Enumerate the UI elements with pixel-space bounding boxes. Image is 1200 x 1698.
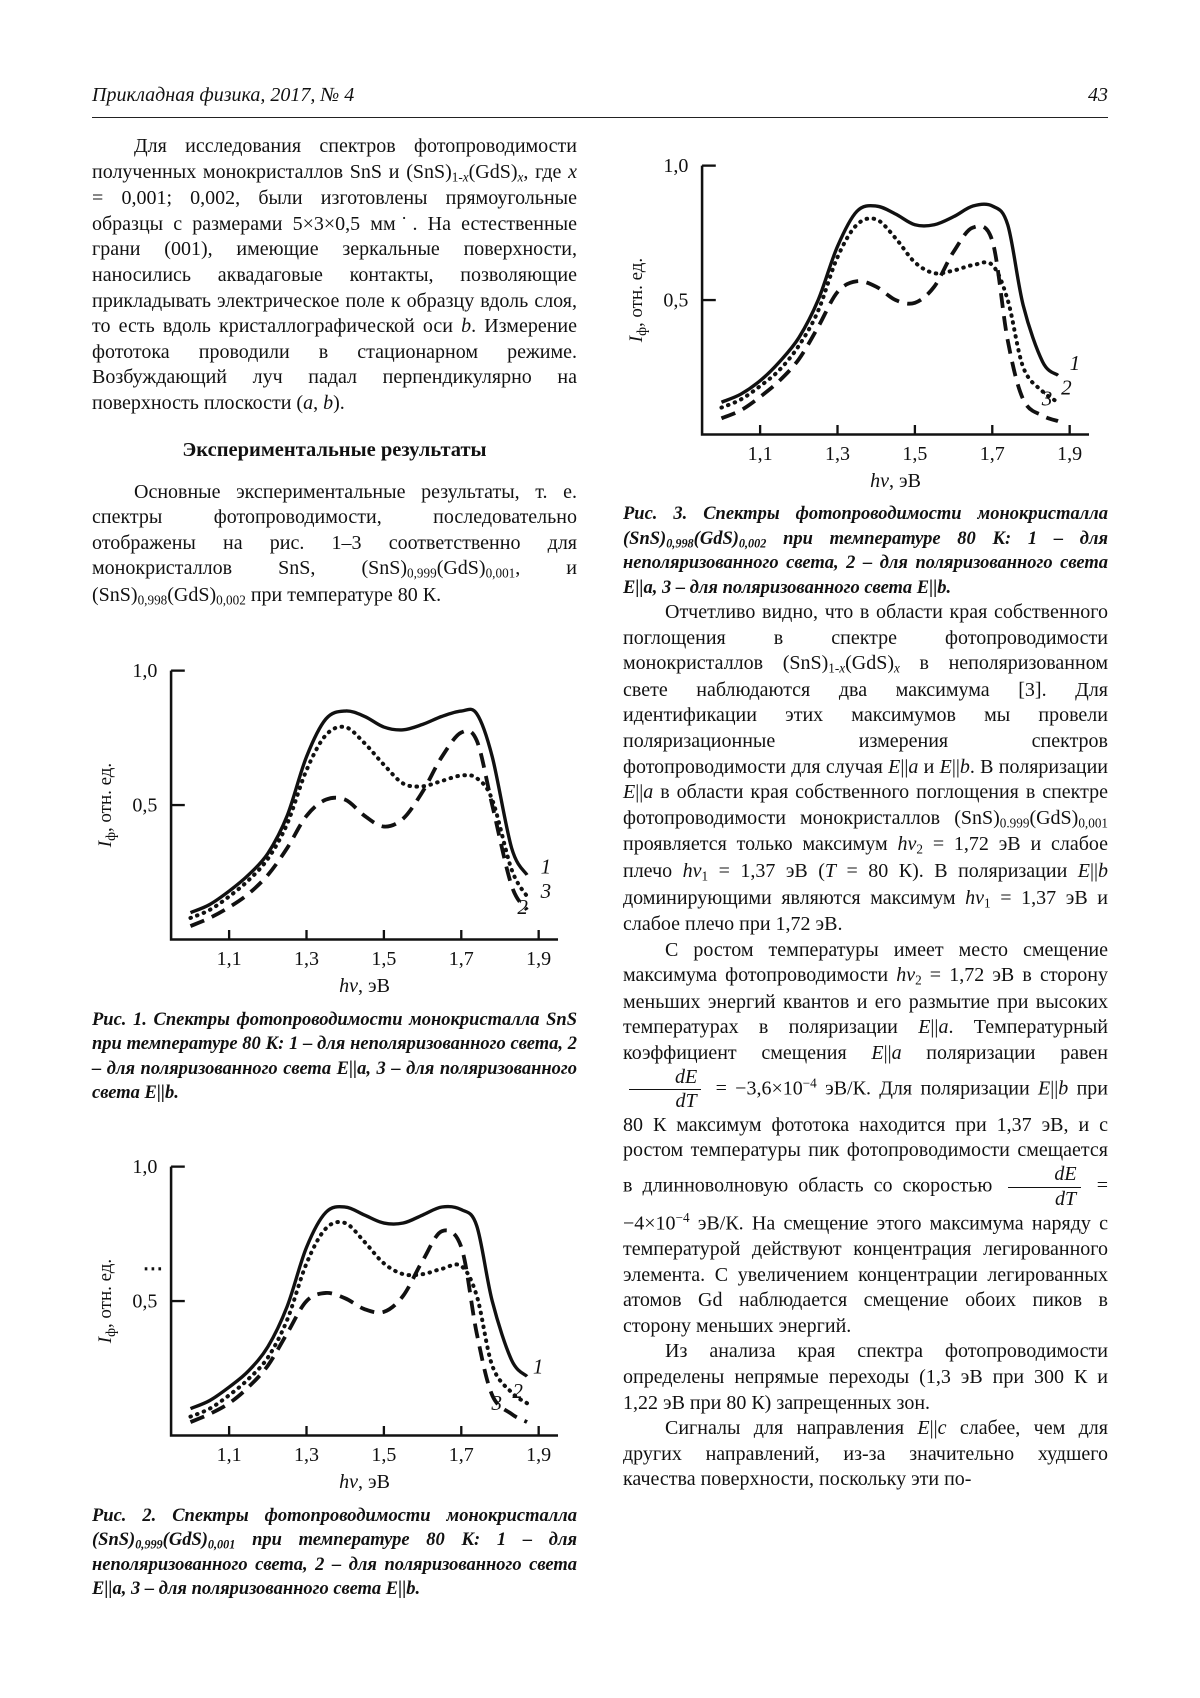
x-tick-label: 1,1 — [748, 443, 773, 465]
left-column: Для исследования спектров фотопроводимос… — [92, 134, 577, 1602]
x-axis-label: hν, эВ — [339, 1472, 390, 1492]
axes — [169, 671, 559, 942]
curve-label-2: 2 — [517, 895, 528, 919]
x-tick-label: 1,7 — [980, 443, 1005, 465]
curve-3 — [188, 1220, 530, 1420]
y-tick-label: 1,0 — [132, 1156, 157, 1178]
two-column-layout: Для исследования спектров фотопроводимос… — [92, 134, 1108, 1602]
section-heading: Экспериментальные результаты — [182, 438, 487, 461]
paragraph-temperature-shift: С ростом температуры имеет место смещени… — [623, 938, 1109, 1337]
y-tick-label: 0,5 — [663, 289, 688, 311]
x-axis-label: hν, эВ — [339, 976, 390, 996]
curve-1 — [189, 708, 529, 915]
axes — [700, 165, 1090, 436]
x-tick-label: 1,9 — [1057, 443, 1082, 465]
y-tick-label: 0,5 — [132, 1291, 157, 1313]
figure-1: 1,0 0,5 1,1 1,3 1,5 1,7 1,9 hν, эВ Iф, отн. ед. 1… — [92, 639, 577, 1105]
right-column: 1,0 0,5 1,1 1,3 1,5 1,7 1,9 hν, эВ Iф, отн. ед. 1… — [623, 134, 1108, 1602]
y-axis-label: Iф, отн. ед. — [95, 1259, 118, 1344]
x-tick-label: 1,3 — [294, 948, 319, 970]
x-tick-label: 1,7 — [449, 948, 474, 970]
axes — [169, 1167, 559, 1438]
paragraph-experimental-setup: Для исследования спектров фотопроводимос… — [92, 135, 577, 414]
curve-2 — [189, 729, 529, 929]
y-tick-label: 1,0 — [132, 660, 157, 682]
x-axis-label: hν, эВ — [870, 470, 921, 490]
curve-label-1: 1 — [541, 855, 552, 879]
x-tick-label: 1,3 — [825, 443, 850, 465]
running-head: Прикладная физика, 2017, № 4 43 — [92, 84, 1108, 118]
x-tick-label: 1,1 — [217, 948, 242, 970]
curve-label-2: 2 — [1061, 376, 1072, 400]
curve-1 — [189, 1205, 529, 1411]
y-axis-label: Iф, отн. ед. — [626, 258, 649, 343]
paragraph-signals-direction: Сигналы для направления E||c слабее, чем… — [623, 1417, 1108, 1491]
curve-3 — [188, 725, 530, 921]
x-tick-label: 1,1 — [217, 1444, 242, 1466]
curve-1 — [720, 202, 1060, 404]
fraction: dE dT — [629, 1066, 702, 1113]
paragraph-results-overview: Основные экспериментальные результаты, т… — [92, 480, 577, 608]
curve-3 — [719, 216, 1061, 410]
figure-3: 1,0 0,5 1,1 1,3 1,5 1,7 1,9 hν, эВ Iф, отн. ед. 1… — [623, 134, 1108, 600]
x-tick-label: 1,7 — [449, 1444, 474, 1466]
curve-label-3: 3 — [490, 1391, 502, 1415]
journal-title: Прикладная физика, 2017, № 4 — [92, 84, 355, 106]
y-axis-label: Iф, отн. ед. — [95, 763, 118, 848]
paragraph-indirect-transitions: Из анализа края спектра фотопроводимости… — [623, 1340, 1108, 1414]
paragraph-polarization-analysis: Отчетливо видно, что в области края собс… — [623, 601, 1109, 936]
figure-2: 1,0 0,5 1,1 1,3 1,5 1,7 1,9 hν, эВ Iф, отн. ед. 1… — [92, 1135, 577, 1601]
x-tick-label: 1,5 — [371, 1444, 396, 1466]
x-tick-label: 1,9 — [526, 1444, 551, 1466]
page-number: 43 — [1088, 84, 1108, 106]
curve-label-1: 1 — [1070, 351, 1081, 375]
fraction: dE dT — [1008, 1163, 1081, 1210]
x-tick-label: 1,9 — [526, 948, 551, 970]
figure-1-caption: Рис. 1. Спектры фотопроводимости монокри… — [92, 1009, 577, 1104]
x-tick-label: 1,3 — [294, 1444, 319, 1466]
y-tick-label: 0,5 — [132, 795, 157, 817]
figure-3-caption: Рис. 3. Спектры фотопроводимости монокри… — [623, 504, 1108, 598]
x-tick-label: 1,5 — [371, 948, 396, 970]
figure-2-caption: Рис. 2. Спектры фотопроводимости монокри… — [92, 1505, 577, 1600]
figure-3-chart: 1,0 0,5 1,1 1,3 1,5 1,7 1,9 hν, эВ Iф, отн. ед. 1… — [626, 155, 1090, 490]
curve-label-1: 1 — [533, 1355, 544, 1379]
curve-label-2: 2 — [512, 1379, 523, 1403]
curve-2 — [720, 224, 1059, 423]
x-tick-label: 1,5 — [902, 443, 927, 465]
curve-2 — [189, 1228, 528, 1425]
figure-1-chart: 1,0 0,5 1,1 1,3 1,5 1,7 1,9 hν, эВ Iф, отн. ед. 1… — [95, 660, 559, 996]
curve-label-3: 3 — [540, 879, 552, 903]
figure-2-chart: 1,0 0,5 1,1 1,3 1,5 1,7 1,9 hν, эВ Iф, отн. ед. 1… — [95, 1156, 559, 1492]
curve-label-3: 3 — [1041, 386, 1053, 410]
y-tick-label: 1,0 — [663, 155, 688, 177]
